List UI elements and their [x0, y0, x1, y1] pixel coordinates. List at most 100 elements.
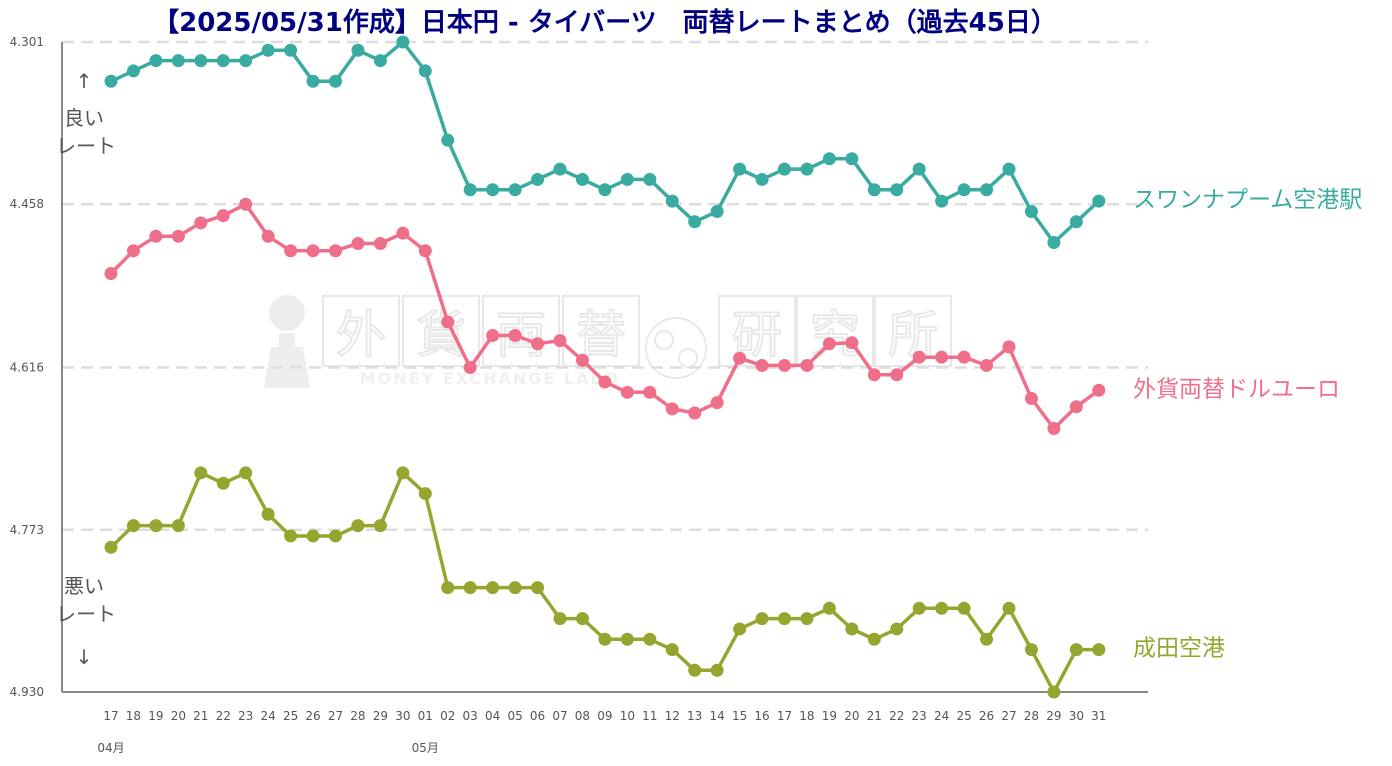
series-line	[110, 40, 1100, 245]
x-tick-label: 09	[597, 709, 612, 723]
data-point	[733, 351, 747, 365]
data-point	[126, 64, 140, 78]
x-tick-label: 07	[552, 709, 567, 723]
x-tick-label: 23	[912, 709, 927, 723]
data-point	[194, 216, 208, 230]
x-tick-label: 25	[956, 709, 971, 723]
worse-label-line1: 悪い	[64, 574, 104, 598]
data-point	[1024, 204, 1038, 218]
data-point	[396, 466, 410, 480]
data-point	[1024, 392, 1038, 406]
worse-rate-annotation: 悪い レート ↓	[56, 574, 116, 669]
data-point	[1002, 162, 1016, 176]
data-point	[126, 244, 140, 258]
data-point	[912, 350, 926, 364]
series-label: 成田空港	[1133, 636, 1225, 662]
data-point	[351, 43, 365, 57]
data-point	[261, 43, 275, 57]
data-point	[598, 632, 612, 646]
data-point	[104, 266, 118, 280]
data-point	[508, 183, 522, 197]
watermark-box	[562, 295, 640, 367]
watermark-box	[796, 295, 874, 367]
x-tick-label: 17	[777, 709, 792, 723]
watermark-subtitle: MONEY EXCHANGE LABO	[360, 369, 621, 388]
data-point	[284, 43, 298, 57]
data-point	[710, 396, 724, 410]
x-tick-label: 13	[687, 709, 702, 723]
x-tick-label: 12	[665, 709, 680, 723]
y-tick-label: 4.458	[10, 197, 44, 211]
data-point	[665, 402, 679, 416]
x-tick-label: 15	[732, 709, 747, 723]
month-label: 05月	[412, 741, 439, 755]
x-tick-label: 31	[1091, 709, 1106, 723]
data-point	[216, 54, 230, 68]
x-tick-label: 02	[440, 709, 455, 723]
data-point	[845, 152, 859, 166]
x-tick-label: 19	[148, 709, 163, 723]
data-point	[149, 519, 163, 533]
data-point	[688, 406, 702, 420]
data-point	[104, 540, 118, 554]
x-tick-label: 17	[103, 709, 118, 723]
x-tick-label: 08	[575, 709, 590, 723]
data-point	[1092, 383, 1106, 397]
x-tick-label: 21	[193, 709, 208, 723]
data-point	[867, 632, 881, 646]
data-point	[104, 74, 118, 88]
x-tick-label: 19	[822, 709, 837, 723]
x-tick-label: 29	[1046, 709, 1061, 723]
up-arrow-icon: ↑	[76, 69, 93, 93]
x-tick-label: 30	[1069, 709, 1084, 723]
data-point	[980, 183, 994, 197]
data-point	[935, 350, 949, 364]
data-point	[194, 54, 208, 68]
x-tick-label: 21	[867, 709, 882, 723]
watermark-kanji: 外	[336, 306, 386, 364]
x-tick-label: 06	[530, 709, 545, 723]
data-point	[216, 209, 230, 223]
watermark-box	[482, 295, 560, 367]
data-point	[171, 54, 185, 68]
series-layer	[104, 35, 1106, 699]
data-point	[688, 663, 702, 677]
data-point	[1047, 235, 1061, 249]
watermark-flask-icon	[264, 295, 310, 388]
series-1	[104, 197, 1106, 435]
month-labels: 04月 05月	[97, 741, 439, 755]
data-point	[239, 54, 253, 68]
data-point	[1002, 340, 1016, 354]
x-tick-label: 18	[799, 709, 814, 723]
data-point	[957, 183, 971, 197]
data-point	[957, 601, 971, 615]
x-tick-label: 10	[620, 709, 635, 723]
series-0	[104, 35, 1106, 249]
x-tick-label: 24	[934, 709, 949, 723]
worse-label-line2: レート	[56, 602, 116, 626]
data-point	[351, 519, 365, 533]
x-tick-label: 27	[328, 709, 343, 723]
data-point	[373, 54, 387, 68]
data-point	[418, 244, 432, 258]
x-tick-label: 25	[283, 709, 298, 723]
series-label: 外貨両替ドルユーロ	[1133, 376, 1340, 402]
data-point	[373, 237, 387, 251]
data-point	[553, 612, 567, 626]
data-point	[710, 204, 724, 218]
down-arrow-icon: ↓	[76, 645, 93, 669]
data-point	[575, 172, 589, 186]
data-point	[1069, 643, 1083, 657]
x-tick-label: 22	[216, 709, 231, 723]
data-point	[441, 315, 455, 329]
x-tick-label: 05	[507, 709, 522, 723]
x-tick-label: 11	[642, 709, 657, 723]
data-point	[867, 183, 881, 197]
data-point	[800, 612, 814, 626]
x-tick-label: 29	[373, 709, 388, 723]
month-label: 04月	[97, 741, 124, 755]
x-tick-label: 23	[238, 709, 253, 723]
data-point	[665, 194, 679, 208]
y-tick-label: 4.301	[10, 35, 44, 49]
data-point	[329, 529, 342, 543]
